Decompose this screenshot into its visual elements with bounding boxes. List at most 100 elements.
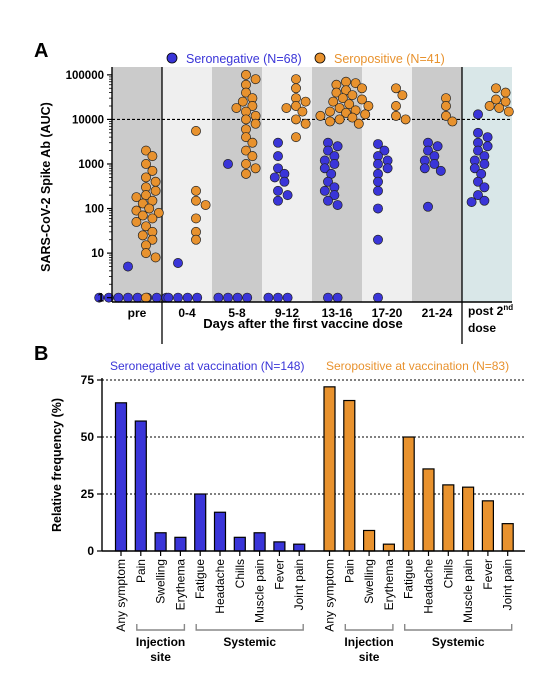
data-point-seropositive — [137, 198, 148, 209]
data-point-seropositive — [447, 116, 458, 127]
bar-seronegative — [293, 543, 306, 552]
data-point-seronegative — [263, 292, 274, 303]
data-point-seronegative — [223, 292, 233, 303]
data-point-seropositive — [250, 118, 261, 129]
x-tick-label: 9-12 — [275, 306, 299, 320]
legend-seronegative: Seronegative at vaccination (N=148) — [110, 359, 304, 373]
x-tick-label: Swelling — [362, 559, 376, 604]
data-point-seropositive — [241, 145, 251, 156]
data-point-seronegative — [469, 163, 480, 174]
bar-seropositive — [323, 386, 336, 552]
data-point-seropositive — [360, 109, 371, 120]
data-point-seronegative — [423, 201, 433, 212]
data-point-seronegative — [329, 190, 340, 201]
data-point-seropositive — [147, 213, 158, 224]
bar-seronegative — [213, 511, 227, 552]
data-point-seronegative — [479, 195, 490, 206]
data-point-seropositive — [503, 106, 514, 117]
data-point-seronegative — [473, 190, 483, 201]
data-point-seronegative — [373, 292, 383, 303]
y-axis-title: SARS-CoV-2 Spike Ab (AUC) — [39, 102, 53, 272]
data-point-seronegative — [213, 292, 224, 303]
data-point-seropositive — [141, 172, 151, 183]
data-point-seropositive — [141, 221, 151, 232]
data-point-seronegative — [329, 159, 340, 169]
data-point-seropositive — [250, 163, 261, 174]
data-point-seropositive — [350, 78, 361, 89]
data-point-seronegative — [479, 159, 490, 169]
data-point-seropositive — [137, 210, 148, 221]
data-point-seropositive — [300, 118, 311, 129]
data-point-seropositive — [500, 96, 511, 107]
band-0-4 — [162, 67, 212, 302]
group-label: Systemic — [432, 635, 485, 649]
data-point-seropositive — [297, 106, 308, 117]
data-point-seronegative — [282, 292, 293, 303]
bars — [114, 386, 514, 556]
x-tick-label: Pain — [342, 559, 356, 583]
data-point-seronegative — [323, 145, 333, 156]
data-point-seronegative — [223, 159, 233, 169]
data-point-seropositive — [153, 207, 164, 218]
group-label: Injection — [344, 635, 393, 649]
data-point-seropositive — [291, 74, 301, 85]
data-point-seropositive — [494, 103, 505, 113]
data-point-seropositive — [150, 176, 161, 187]
data-point-seronegative — [232, 292, 243, 303]
data-point-seropositive — [331, 87, 342, 98]
y-tick-label: 0 — [87, 544, 94, 558]
data-point-seropositive — [344, 99, 355, 110]
panel-a-scatter-chart: A 1 10 100 1000 10000 100000 pre 0-4 5-8 9-12 13-… — [34, 40, 514, 344]
data-point-seropositive — [353, 118, 364, 129]
data-point-seropositive — [341, 76, 351, 87]
data-point-seronegative — [123, 261, 133, 272]
panel-a-label: A — [34, 40, 48, 62]
y-tick-label: 10 — [91, 248, 104, 260]
data-point-seronegative — [473, 127, 483, 138]
legend-label-seropositive: Seropositive (N=41) — [334, 52, 445, 66]
data-point-seropositive — [347, 112, 358, 123]
bar-seropositive — [422, 468, 435, 552]
data-point-seronegative — [182, 292, 193, 303]
x-tick-label: Erythema — [382, 559, 396, 611]
bar-seropositive — [363, 529, 376, 552]
bar-seronegative — [174, 536, 187, 552]
data-point-seropositive — [400, 114, 411, 125]
data-point-seropositive — [191, 195, 201, 206]
data-point-seronegative — [373, 176, 383, 187]
data-point-seronegative — [373, 139, 383, 150]
band-21-24 — [412, 67, 462, 302]
x-tick-label: Headache — [213, 559, 227, 614]
x-tick-label: Fatigue — [402, 559, 416, 599]
data-point-seropositive — [250, 74, 261, 85]
group-bracket — [344, 624, 394, 631]
data-point-seropositive — [391, 101, 401, 111]
x-tick-label: Chills — [233, 559, 247, 588]
data-point-seropositive — [347, 90, 358, 101]
data-point-seronegative — [473, 109, 483, 120]
data-point-seropositive — [191, 126, 201, 136]
bar-seropositive — [442, 484, 455, 552]
data-point-seropositive — [291, 132, 301, 143]
group-bracket — [404, 624, 513, 631]
data-point-seronegative — [432, 141, 443, 152]
bar-seronegative — [194, 493, 207, 552]
legend-marker-seropositive — [314, 52, 326, 64]
data-point-seropositive — [500, 87, 511, 98]
data-point-seronegative — [94, 292, 105, 303]
panel-b-label: B — [34, 343, 48, 365]
data-point-seronegative — [319, 163, 330, 174]
data-point-seropositive — [397, 90, 408, 101]
data-point-seronegative — [482, 132, 493, 143]
data-point-seropositive — [315, 110, 326, 121]
data-point-seronegative — [373, 185, 383, 196]
data-point-seronegative — [123, 292, 133, 303]
x-tick-label: Muscle pain — [253, 559, 267, 623]
data-point-seropositive — [491, 94, 501, 105]
data-point-seronegative — [273, 185, 283, 196]
data-point-seropositive — [237, 96, 248, 107]
x-tick-label: Swelling — [154, 559, 168, 604]
data-point-seropositive — [191, 213, 201, 224]
data-point-seronegative — [373, 203, 383, 214]
